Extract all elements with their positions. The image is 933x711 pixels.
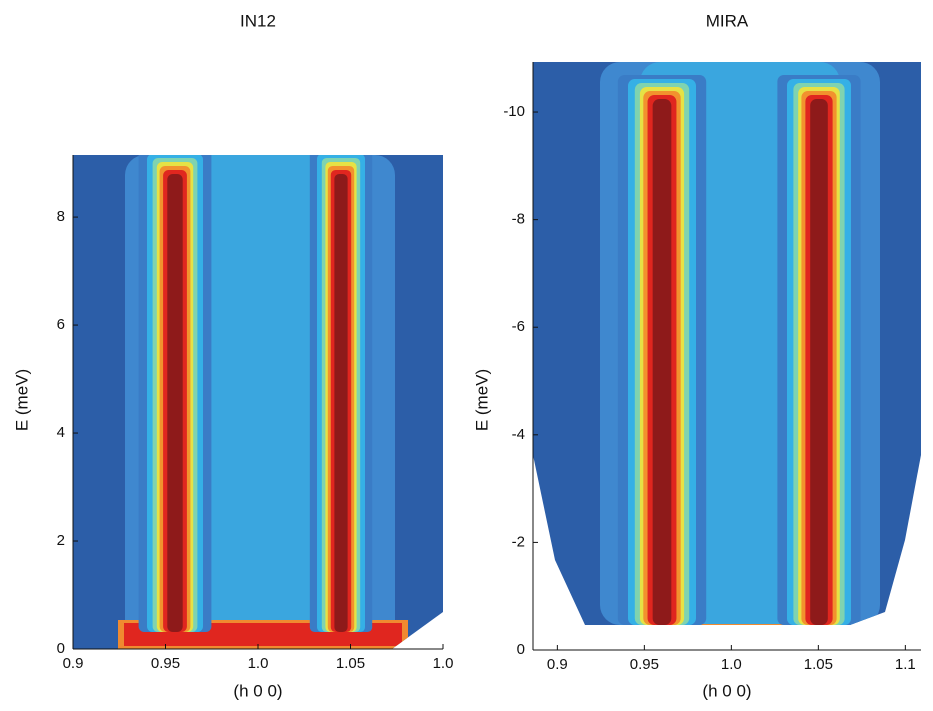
y-tick-label: 4 xyxy=(57,424,65,441)
y-tick-label: 2 xyxy=(57,532,65,549)
contour-band xyxy=(167,174,183,632)
contour-band xyxy=(672,624,812,625)
contour-band xyxy=(165,155,355,649)
chart-title: IN12 xyxy=(240,11,276,30)
y-tick-label: 8 xyxy=(57,208,65,225)
x-tick-label: 1.0 xyxy=(721,656,742,673)
y-tick-label: 0 xyxy=(517,641,525,658)
contour-band xyxy=(334,174,348,632)
contour-band xyxy=(678,627,806,629)
x-tick-label: 1.05 xyxy=(336,655,365,672)
y-tick-label: -6 xyxy=(512,318,525,335)
x-tick-label: 1.05 xyxy=(804,656,833,673)
x-tick-label: 0.95 xyxy=(630,656,659,673)
y-tick-label: -2 xyxy=(512,533,525,550)
contour-band xyxy=(652,99,672,625)
contour-band xyxy=(810,99,828,625)
x-axis-label: (h 0 0) xyxy=(702,681,751,700)
y-tick-label: -4 xyxy=(512,426,525,443)
x-tick-label: 0.95 xyxy=(151,655,180,672)
y-axis-label: E (meV) xyxy=(472,369,491,431)
x-tick-label: 0.9 xyxy=(63,655,84,672)
x-tick-label: 1.0 xyxy=(248,655,269,672)
y-tick-label: -8 xyxy=(512,211,525,228)
contour-map xyxy=(533,62,921,629)
y-tick-label: 0 xyxy=(57,640,65,657)
x-axis-label: (h 0 0) xyxy=(233,681,282,700)
y-axis-label: E (meV) xyxy=(12,369,31,431)
contour-map xyxy=(73,155,443,649)
y-tick-label: 6 xyxy=(57,316,65,333)
x-tick-label: 0.9 xyxy=(547,656,568,673)
x-tick-label: 1.0 xyxy=(433,655,454,672)
x-tick-label: 1.1 xyxy=(895,656,916,673)
chart-title: MIRA xyxy=(706,11,749,30)
y-tick-label: -10 xyxy=(503,103,525,120)
